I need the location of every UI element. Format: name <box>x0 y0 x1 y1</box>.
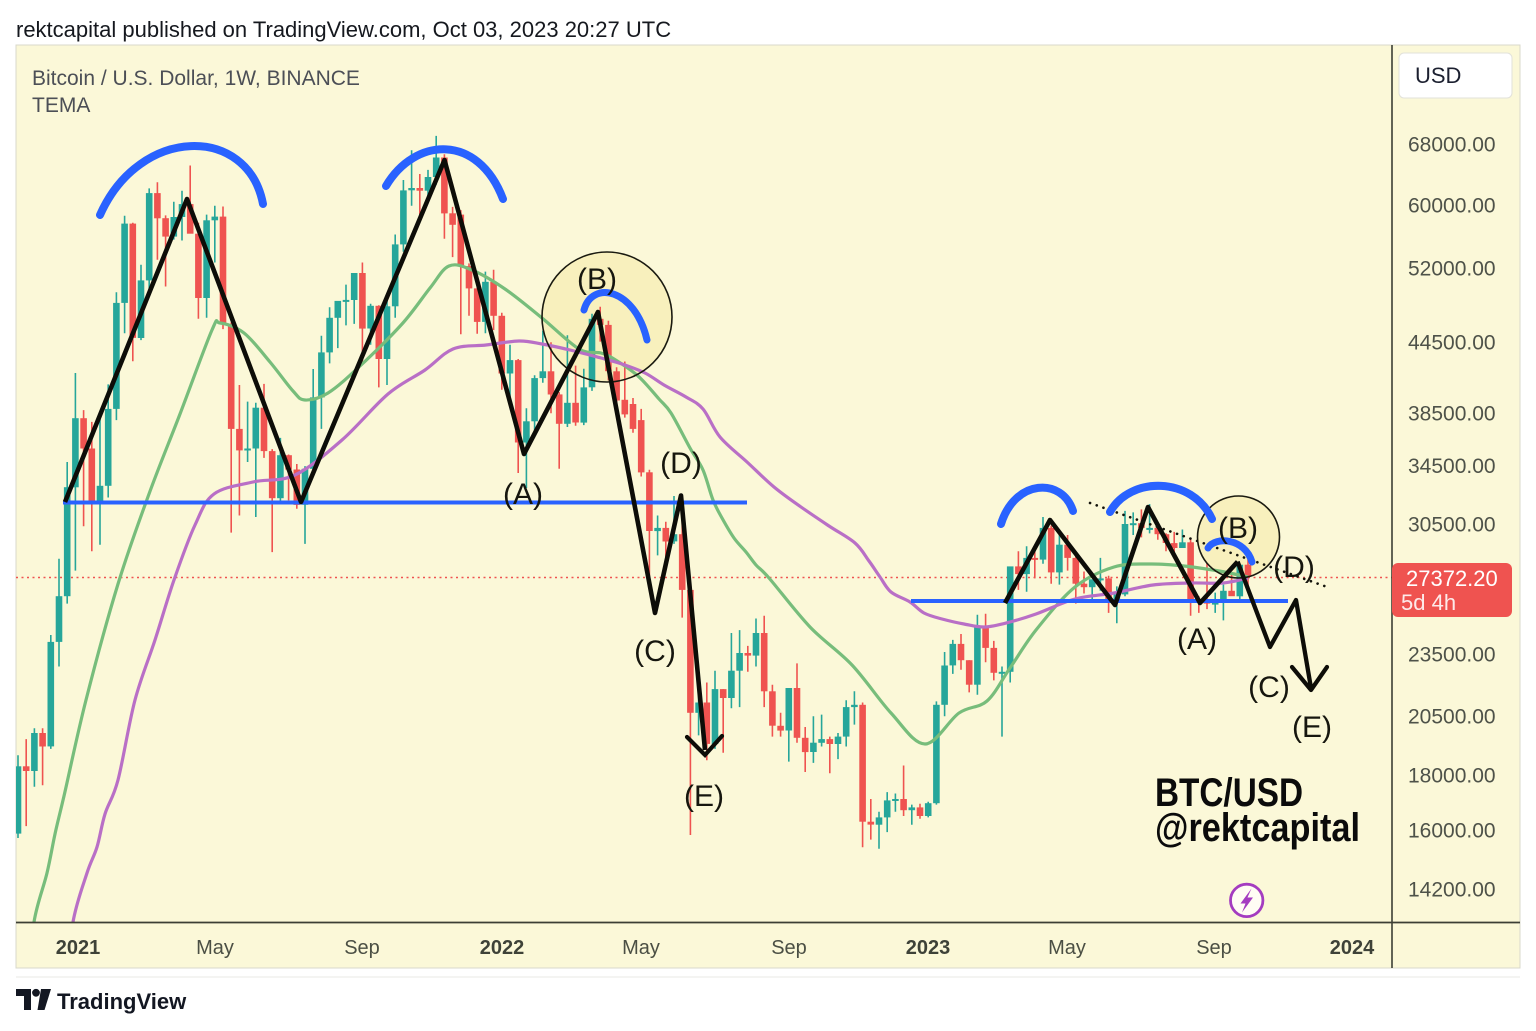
svg-text:27372.20: 27372.20 <box>1406 566 1498 591</box>
svg-text:(B): (B) <box>1218 512 1258 545</box>
svg-text:(B): (B) <box>577 263 617 296</box>
svg-text:30500.00: 30500.00 <box>1408 514 1496 537</box>
svg-text:(E): (E) <box>684 780 724 813</box>
svg-text:20500.00: 20500.00 <box>1408 706 1496 729</box>
svg-text:Sep: Sep <box>344 937 380 959</box>
svg-text:(A): (A) <box>1177 623 1217 656</box>
svg-text:34500.00: 34500.00 <box>1408 455 1496 478</box>
svg-text:18000.00: 18000.00 <box>1408 765 1496 788</box>
svg-text:BTC/USD: BTC/USD <box>1155 771 1303 815</box>
svg-text:@rektcapital: @rektcapital <box>1155 806 1360 850</box>
svg-text:2024: 2024 <box>1330 937 1375 959</box>
svg-text:May: May <box>196 937 234 959</box>
svg-text:Sep: Sep <box>771 937 807 959</box>
svg-text:(C): (C) <box>634 635 676 668</box>
svg-text:(C): (C) <box>1248 671 1290 704</box>
svg-text:(D): (D) <box>660 447 702 480</box>
svg-text:TEMA: TEMA <box>32 94 90 117</box>
svg-text:44500.00: 44500.00 <box>1408 332 1496 355</box>
svg-text:16000.00: 16000.00 <box>1408 820 1496 843</box>
svg-text:14200.00: 14200.00 <box>1408 879 1496 902</box>
svg-text:(D): (D) <box>1273 551 1315 584</box>
svg-text:52000.00: 52000.00 <box>1408 258 1496 281</box>
svg-text:2022: 2022 <box>480 937 525 959</box>
svg-text:38500.00: 38500.00 <box>1408 403 1496 426</box>
svg-text:2021: 2021 <box>56 937 101 959</box>
svg-text:Bitcoin / U.S. Dollar, 1W, BIN: Bitcoin / U.S. Dollar, 1W, BINANCE <box>32 67 360 90</box>
svg-text:68000.00: 68000.00 <box>1408 134 1496 157</box>
svg-text:60000.00: 60000.00 <box>1408 195 1496 218</box>
svg-text:(A): (A) <box>503 478 543 511</box>
svg-text:2023: 2023 <box>906 937 951 959</box>
svg-text:USD: USD <box>1415 63 1461 88</box>
svg-text:(E): (E) <box>1292 711 1332 744</box>
svg-text:May: May <box>1048 937 1086 959</box>
svg-text:5d 4h: 5d 4h <box>1401 590 1456 615</box>
svg-text:23500.00: 23500.00 <box>1408 644 1496 667</box>
svg-text:May: May <box>622 937 660 959</box>
svg-text:Sep: Sep <box>1196 937 1232 959</box>
